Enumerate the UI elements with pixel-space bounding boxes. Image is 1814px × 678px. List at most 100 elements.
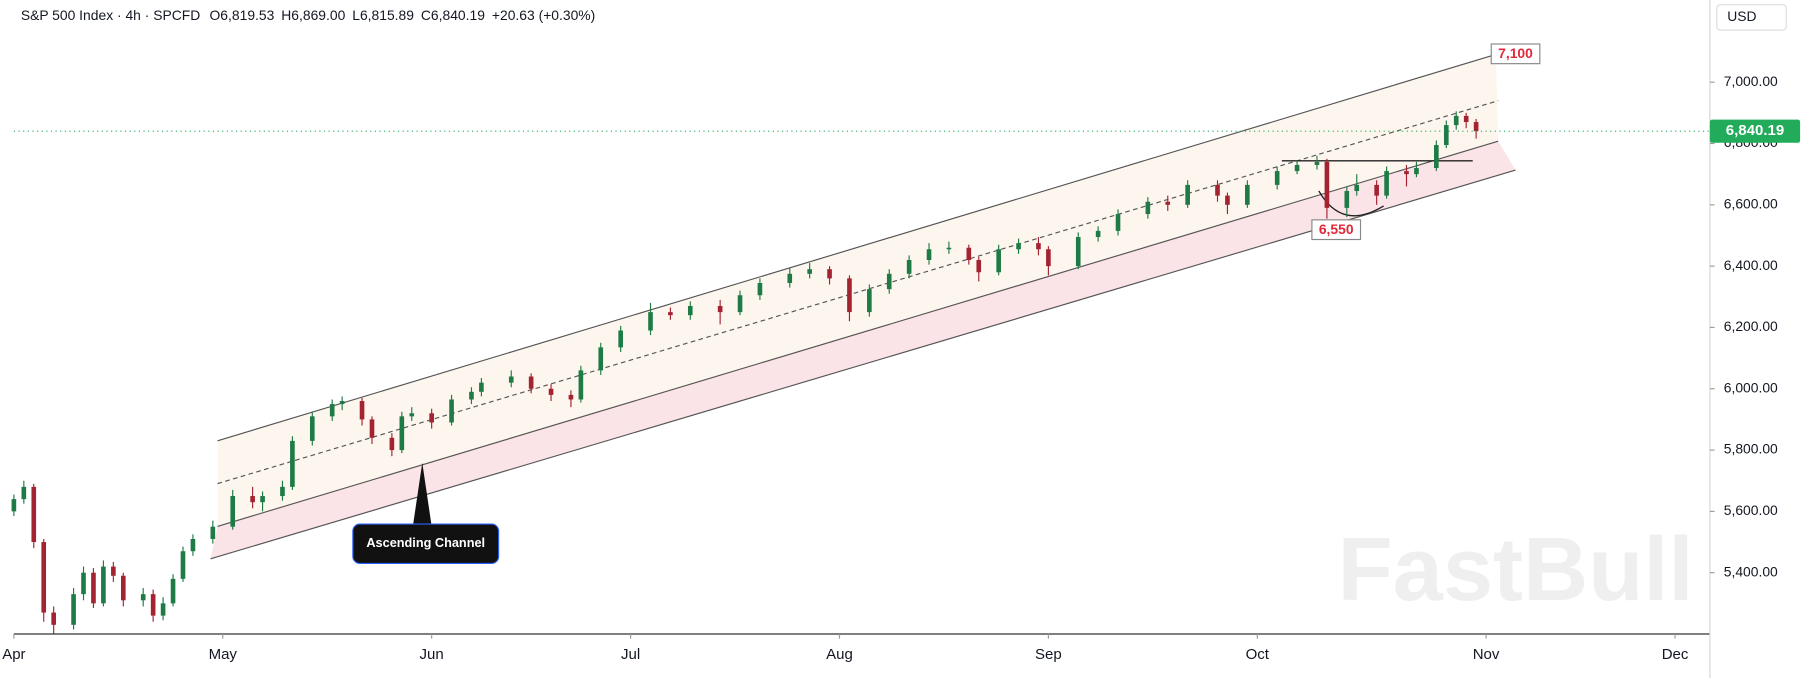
candle-body — [101, 566, 106, 604]
candle-body — [230, 496, 236, 527]
candle-body — [568, 394, 574, 400]
candle-body — [807, 269, 812, 274]
candle-body — [1016, 243, 1021, 250]
change-value: +20.63 (+0.30%) — [492, 7, 595, 23]
candle-body — [906, 259, 912, 274]
candle-body — [1165, 201, 1171, 205]
candle-body — [210, 526, 216, 539]
candle-body — [1354, 184, 1360, 192]
candle-body — [1324, 161, 1330, 208]
candle-body — [1046, 249, 1051, 267]
candle-body — [429, 413, 434, 423]
candle-body — [867, 289, 872, 313]
currency[interactable]: USD — [1727, 8, 1756, 24]
candle-body — [140, 594, 146, 601]
candle-body — [1344, 191, 1350, 208]
candle-body — [578, 370, 584, 400]
channel-top-line — [217, 53, 1497, 442]
candle-body — [329, 404, 335, 417]
candle-body — [1463, 115, 1469, 123]
candle-body — [71, 594, 76, 625]
candle-body — [1473, 122, 1479, 132]
y-tick-label: 6,600.00 — [1724, 195, 1778, 211]
candle-body — [309, 416, 315, 441]
candle-body — [737, 295, 743, 313]
candle-body — [1215, 184, 1220, 196]
candle-body — [1245, 184, 1250, 205]
last-price-label: 6,840.19 — [1726, 122, 1784, 139]
candle-body — [618, 330, 623, 348]
candle-body — [1274, 171, 1280, 185]
candle-body — [508, 376, 514, 383]
candle-body — [787, 273, 793, 283]
candle-body — [1414, 168, 1419, 175]
candle-body — [160, 603, 166, 616]
candle-body — [717, 305, 723, 313]
candle-body — [81, 572, 86, 595]
candle-body — [847, 278, 852, 313]
candle-body — [886, 273, 892, 290]
candle-body — [190, 538, 196, 552]
candle-body — [996, 249, 1001, 273]
callout-text: Ascending Channel — [366, 535, 485, 550]
channel-lower-zone — [210, 141, 1516, 559]
candle-body — [91, 572, 96, 604]
candle-body — [449, 399, 454, 423]
candle-body — [250, 496, 255, 503]
candle-body — [41, 542, 47, 613]
candle-body — [399, 416, 405, 451]
close-value: C6,840.19 — [421, 7, 485, 23]
y-tick-label: 5,800.00 — [1724, 441, 1778, 457]
candle-body — [180, 551, 186, 579]
candle-body — [1374, 184, 1379, 196]
x-tick-label: Jun — [420, 646, 444, 663]
candle-body — [1145, 201, 1151, 215]
candle-body — [1095, 230, 1101, 238]
currency-box[interactable] — [1716, 4, 1787, 31]
candle-body — [21, 486, 27, 500]
y-tick-label: 5,400.00 — [1724, 563, 1778, 579]
candle-body — [1434, 145, 1439, 169]
candle-body — [409, 413, 415, 417]
candle-body — [1115, 214, 1121, 231]
candle-body — [648, 312, 653, 331]
candle-body — [548, 388, 554, 395]
candle-body — [668, 312, 673, 316]
candle-body — [757, 282, 763, 296]
y-tick-label: 5,600.00 — [1724, 502, 1778, 518]
candle-body — [1036, 243, 1041, 250]
header: S&P 500 Index · 4h · SPCFD O6,819.53 H6,86… — [21, 7, 595, 23]
low-value: L6,815.89 — [352, 7, 414, 23]
candle-body — [170, 578, 176, 604]
candle-body — [976, 259, 982, 273]
candle-body — [528, 376, 534, 389]
x-tick-label: Sep — [1035, 646, 1062, 663]
channel-bottom-line — [210, 169, 1516, 560]
low-label: 6,550 — [1319, 221, 1354, 237]
channel-upper-zone — [217, 54, 1499, 527]
candle-body — [31, 486, 37, 543]
x-tick-label: Dec — [1662, 646, 1689, 663]
candle-body — [339, 401, 345, 405]
callout-box — [352, 523, 500, 565]
candle-body — [280, 486, 285, 497]
candle-body — [1294, 164, 1300, 172]
high-value: H6,869.00 — [281, 7, 345, 23]
candle-body — [1443, 125, 1449, 146]
candle-body — [120, 575, 126, 601]
y-tick-label: 7,000.00 — [1724, 73, 1778, 89]
candle-body — [389, 437, 395, 451]
candle-body — [1185, 184, 1190, 205]
open-value: O6,819.53 — [210, 7, 275, 23]
target-box — [1490, 43, 1541, 65]
candle-body — [290, 440, 295, 487]
x-tick-label: Jul — [621, 646, 640, 663]
candle-body — [946, 247, 952, 250]
candle-body — [11, 499, 17, 512]
low-box — [1311, 219, 1362, 241]
candle-body — [1404, 171, 1409, 175]
y-tick-label: 6,200.00 — [1724, 318, 1778, 334]
plot-area — [11, 111, 1479, 635]
candle-body — [369, 419, 375, 438]
candle-body — [966, 247, 972, 260]
